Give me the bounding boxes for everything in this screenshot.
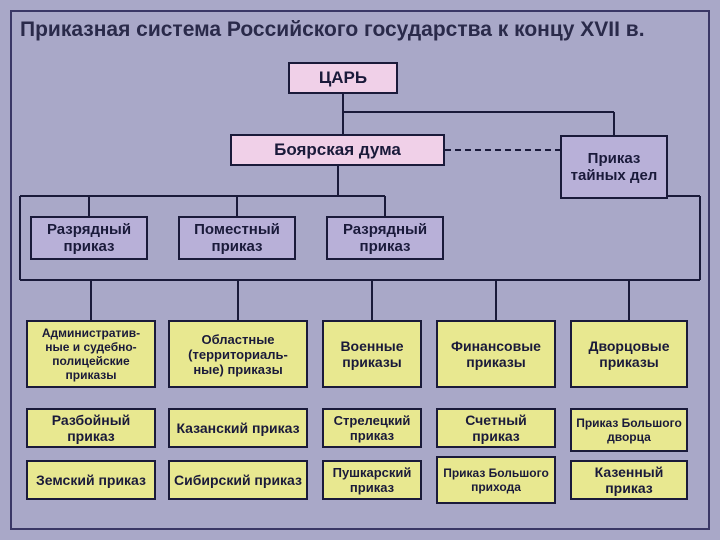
node-kazen: Казенный приказ [570, 460, 688, 500]
node-sibir: Сибирский приказ [168, 460, 308, 500]
node-admin: Административ-ные и судебно-полицейские … [26, 320, 156, 388]
node-kazan: Казанский приказ [168, 408, 308, 448]
node-razr2: Разрядный приказ [326, 216, 444, 260]
node-push: Пушкарский приказ [322, 460, 422, 500]
node-pomest: Поместный приказ [178, 216, 296, 260]
node-dvor: Дворцовые приказы [570, 320, 688, 388]
node-obl: Областные (территориаль-ные) приказы [168, 320, 308, 388]
node-taynyh: Приказ тайных дел [560, 135, 668, 199]
node-zem: Земский приказ [26, 460, 156, 500]
node-razb: Разбойный приказ [26, 408, 156, 448]
node-voen: Военные приказы [322, 320, 422, 388]
node-duma: Боярская дума [230, 134, 445, 166]
diagram-title: Приказная система Российского государств… [20, 18, 670, 42]
node-strel: Стрелецкий приказ [322, 408, 422, 448]
node-bolpr: Приказ Большого прихода [436, 456, 556, 504]
node-fin: Финансовые приказы [436, 320, 556, 388]
node-schet: Счетный приказ [436, 408, 556, 448]
node-razr1: Разрядный приказ [30, 216, 148, 260]
node-boldv: Приказ Большого дворца [570, 408, 688, 452]
node-tsar: ЦАРЬ [288, 62, 398, 94]
